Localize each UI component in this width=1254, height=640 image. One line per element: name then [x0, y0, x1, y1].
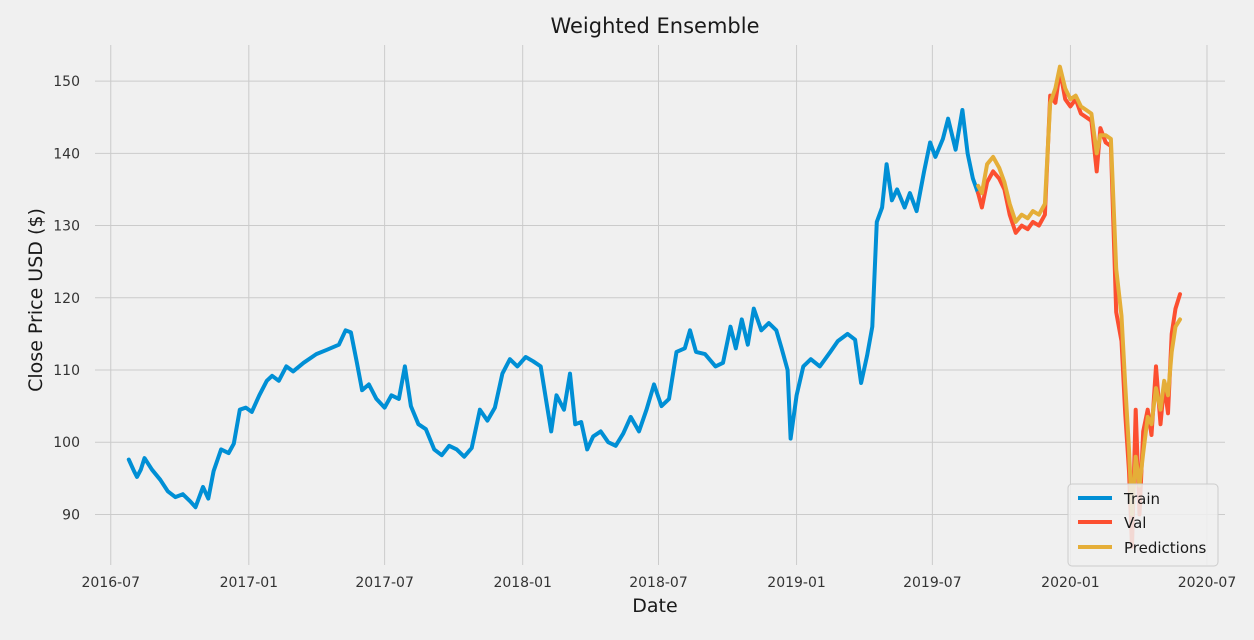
y-tick-label: 140: [53, 146, 80, 162]
x-axis-label: Date: [632, 595, 677, 617]
series-line-predictions: [976, 64, 1182, 517]
legend-label-predictions: Predictions: [1124, 539, 1207, 557]
y-tick-label: 150: [53, 74, 80, 90]
legend-label-val: Val: [1124, 514, 1146, 532]
x-tick-label: 2017-01: [220, 575, 279, 591]
x-tick-label: 2020-07: [1178, 575, 1237, 591]
y-tick-label: 90: [62, 507, 80, 523]
x-tick-label: 2020-01: [1041, 575, 1100, 591]
x-tick-label: 2018-07: [629, 575, 688, 591]
y-tick-label: 100: [53, 435, 80, 451]
legend-label-train: Train: [1123, 490, 1160, 508]
x-tick-label: 2019-07: [903, 575, 962, 591]
series-line-train: [126, 108, 981, 510]
x-tick-label: 2018-01: [493, 575, 552, 591]
y-axis-label: Close Price USD ($): [25, 208, 47, 392]
x-tick-label: 2019-01: [767, 575, 826, 591]
y-tick-label: 120: [53, 291, 80, 307]
y-tick-label: 130: [53, 219, 80, 235]
x-tick-label: 2016-07: [82, 575, 141, 591]
x-tick-label: 2017-07: [355, 575, 414, 591]
series-lines: [126, 64, 1182, 549]
tick-labels: 90 100 110 120 130 140 150 2016-07 2017-01 2017-0…: [53, 74, 1236, 591]
y-tick-label: 110: [53, 363, 80, 379]
legend: Train Val Predictions: [1067, 483, 1219, 567]
chart-title: Weighted Ensemble: [550, 14, 759, 38]
